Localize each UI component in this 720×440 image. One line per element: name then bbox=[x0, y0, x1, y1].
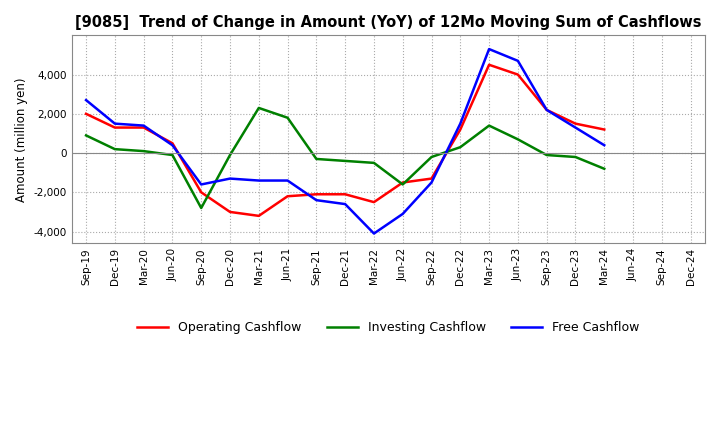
Free Cashflow bbox=[542, 107, 551, 113]
Operating Cashflow bbox=[571, 121, 580, 126]
Investing Cashflow bbox=[254, 105, 263, 110]
Investing Cashflow bbox=[168, 152, 176, 158]
Operating Cashflow bbox=[283, 194, 292, 199]
Investing Cashflow bbox=[197, 205, 205, 211]
Investing Cashflow bbox=[111, 147, 120, 152]
Investing Cashflow bbox=[82, 133, 91, 138]
Free Cashflow bbox=[312, 198, 320, 203]
Operating Cashflow bbox=[111, 125, 120, 130]
Y-axis label: Amount (million yen): Amount (million yen) bbox=[15, 77, 28, 202]
Operating Cashflow bbox=[225, 209, 234, 215]
Investing Cashflow bbox=[369, 160, 378, 165]
Investing Cashflow bbox=[600, 166, 608, 172]
Free Cashflow bbox=[600, 143, 608, 148]
Investing Cashflow bbox=[312, 156, 320, 161]
Operating Cashflow bbox=[398, 180, 407, 185]
Investing Cashflow bbox=[513, 137, 522, 142]
Investing Cashflow bbox=[225, 152, 234, 158]
Free Cashflow bbox=[168, 143, 176, 148]
Investing Cashflow bbox=[283, 115, 292, 121]
Free Cashflow bbox=[139, 123, 148, 128]
Free Cashflow bbox=[513, 58, 522, 63]
Investing Cashflow bbox=[427, 154, 436, 160]
Operating Cashflow bbox=[82, 111, 91, 117]
Free Cashflow bbox=[456, 121, 464, 126]
Operating Cashflow bbox=[427, 176, 436, 181]
Free Cashflow bbox=[341, 202, 349, 207]
Free Cashflow bbox=[398, 211, 407, 216]
Free Cashflow bbox=[254, 178, 263, 183]
Investing Cashflow bbox=[542, 152, 551, 158]
Free Cashflow bbox=[82, 97, 91, 103]
Investing Cashflow bbox=[341, 158, 349, 164]
Free Cashflow bbox=[369, 231, 378, 236]
Operating Cashflow bbox=[369, 199, 378, 205]
Operating Cashflow bbox=[485, 62, 493, 67]
Line: Operating Cashflow: Operating Cashflow bbox=[86, 65, 604, 216]
Investing Cashflow bbox=[398, 182, 407, 187]
Free Cashflow bbox=[485, 47, 493, 52]
Operating Cashflow bbox=[312, 192, 320, 197]
Operating Cashflow bbox=[139, 125, 148, 130]
Legend: Operating Cashflow, Investing Cashflow, Free Cashflow: Operating Cashflow, Investing Cashflow, … bbox=[132, 316, 644, 339]
Operating Cashflow bbox=[542, 107, 551, 113]
Line: Investing Cashflow: Investing Cashflow bbox=[86, 108, 604, 208]
Operating Cashflow bbox=[254, 213, 263, 219]
Operating Cashflow bbox=[168, 141, 176, 146]
Investing Cashflow bbox=[139, 148, 148, 154]
Investing Cashflow bbox=[485, 123, 493, 128]
Free Cashflow bbox=[283, 178, 292, 183]
Investing Cashflow bbox=[571, 154, 580, 160]
Free Cashflow bbox=[571, 125, 580, 130]
Investing Cashflow bbox=[456, 145, 464, 150]
Operating Cashflow bbox=[456, 127, 464, 132]
Title: [9085]  Trend of Change in Amount (YoY) of 12Mo Moving Sum of Cashflows: [9085] Trend of Change in Amount (YoY) o… bbox=[75, 15, 701, 30]
Operating Cashflow bbox=[197, 190, 205, 195]
Operating Cashflow bbox=[600, 127, 608, 132]
Free Cashflow bbox=[427, 180, 436, 185]
Free Cashflow bbox=[225, 176, 234, 181]
Free Cashflow bbox=[111, 121, 120, 126]
Line: Free Cashflow: Free Cashflow bbox=[86, 49, 604, 234]
Operating Cashflow bbox=[513, 72, 522, 77]
Free Cashflow bbox=[197, 182, 205, 187]
Operating Cashflow bbox=[341, 192, 349, 197]
